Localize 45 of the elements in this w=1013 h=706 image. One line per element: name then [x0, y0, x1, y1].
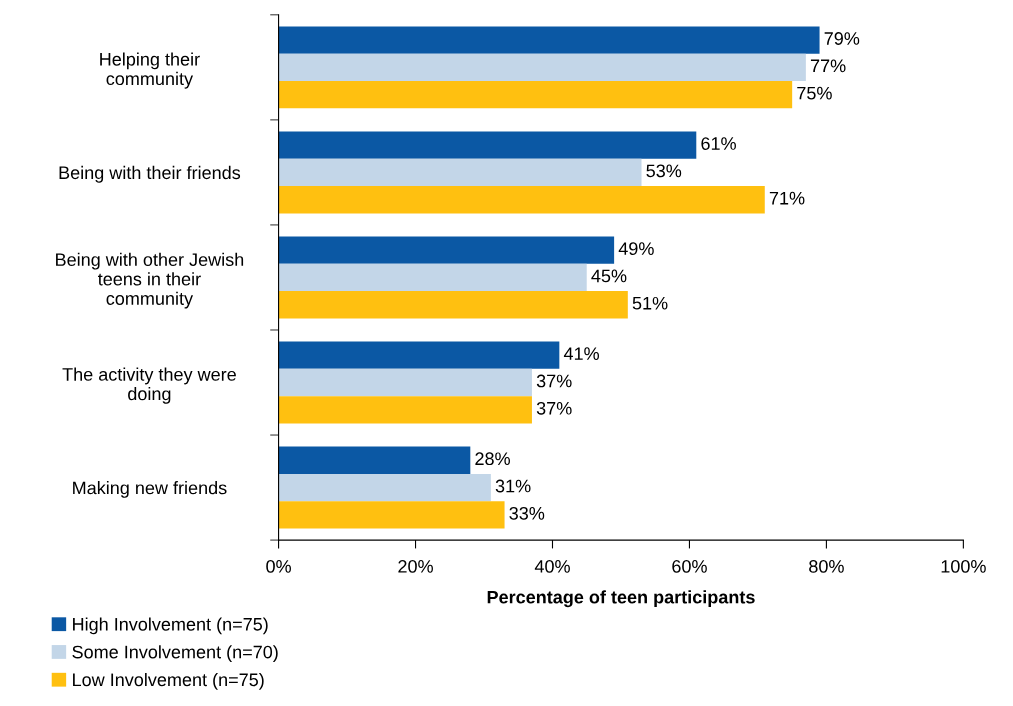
bar — [278, 368, 532, 397]
bar — [278, 396, 532, 424]
legend-label: Some Involvement (n=70) — [72, 645, 278, 662]
bar — [278, 291, 628, 319]
x-tick-label: 100% — [941, 560, 986, 573]
data-label: 49% — [618, 242, 654, 255]
data-label: 37% — [536, 401, 572, 415]
bar — [278, 158, 642, 187]
legend-label: Low Involvement (n=75) — [73, 672, 264, 690]
legend-label: High Involvement (n=75) — [73, 617, 268, 635]
y-tick-label: Being with their friends — [59, 165, 241, 183]
data-label: 41% — [563, 347, 599, 360]
bar — [278, 81, 793, 109]
x-tick-label: 0% — [266, 560, 291, 573]
data-label: 79% — [824, 32, 860, 45]
bar — [278, 53, 806, 82]
data-label: 75% — [797, 86, 832, 100]
data-label: 37% — [536, 374, 572, 388]
data-label: 61% — [701, 137, 736, 150]
data-label: 71% — [769, 191, 805, 205]
data-label: 53% — [646, 164, 682, 178]
x-axis-title: Percentage of teen participants — [487, 590, 755, 608]
data-label: 45% — [591, 269, 627, 283]
bar — [278, 446, 471, 474]
data-label: 51% — [632, 296, 668, 310]
bar — [278, 26, 820, 54]
x-tick-label: 80% — [809, 560, 844, 573]
y-tick-label: Helping their community — [100, 52, 200, 89]
x-tick-label: 40% — [534, 560, 570, 573]
data-label: 31% — [495, 479, 531, 493]
y-tick-label: The activity they were doing — [62, 367, 236, 404]
bar — [278, 501, 505, 529]
bar — [278, 473, 491, 502]
bar — [278, 131, 697, 159]
bar — [278, 236, 615, 264]
x-tick-label: 60% — [672, 560, 707, 573]
bar — [278, 186, 765, 214]
data-label: 33% — [509, 506, 545, 520]
y-tick-label: Being with other Jewish teens in their community — [56, 252, 244, 309]
data-label: 28% — [475, 452, 510, 466]
x-tick-label: 20% — [398, 560, 433, 573]
bar — [278, 341, 560, 369]
data-label: 77% — [810, 59, 846, 73]
y-tick-label: Making new friends — [73, 481, 227, 498]
bar — [278, 263, 587, 292]
